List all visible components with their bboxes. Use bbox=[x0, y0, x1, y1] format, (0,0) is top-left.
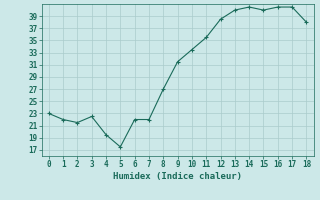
X-axis label: Humidex (Indice chaleur): Humidex (Indice chaleur) bbox=[113, 172, 242, 181]
